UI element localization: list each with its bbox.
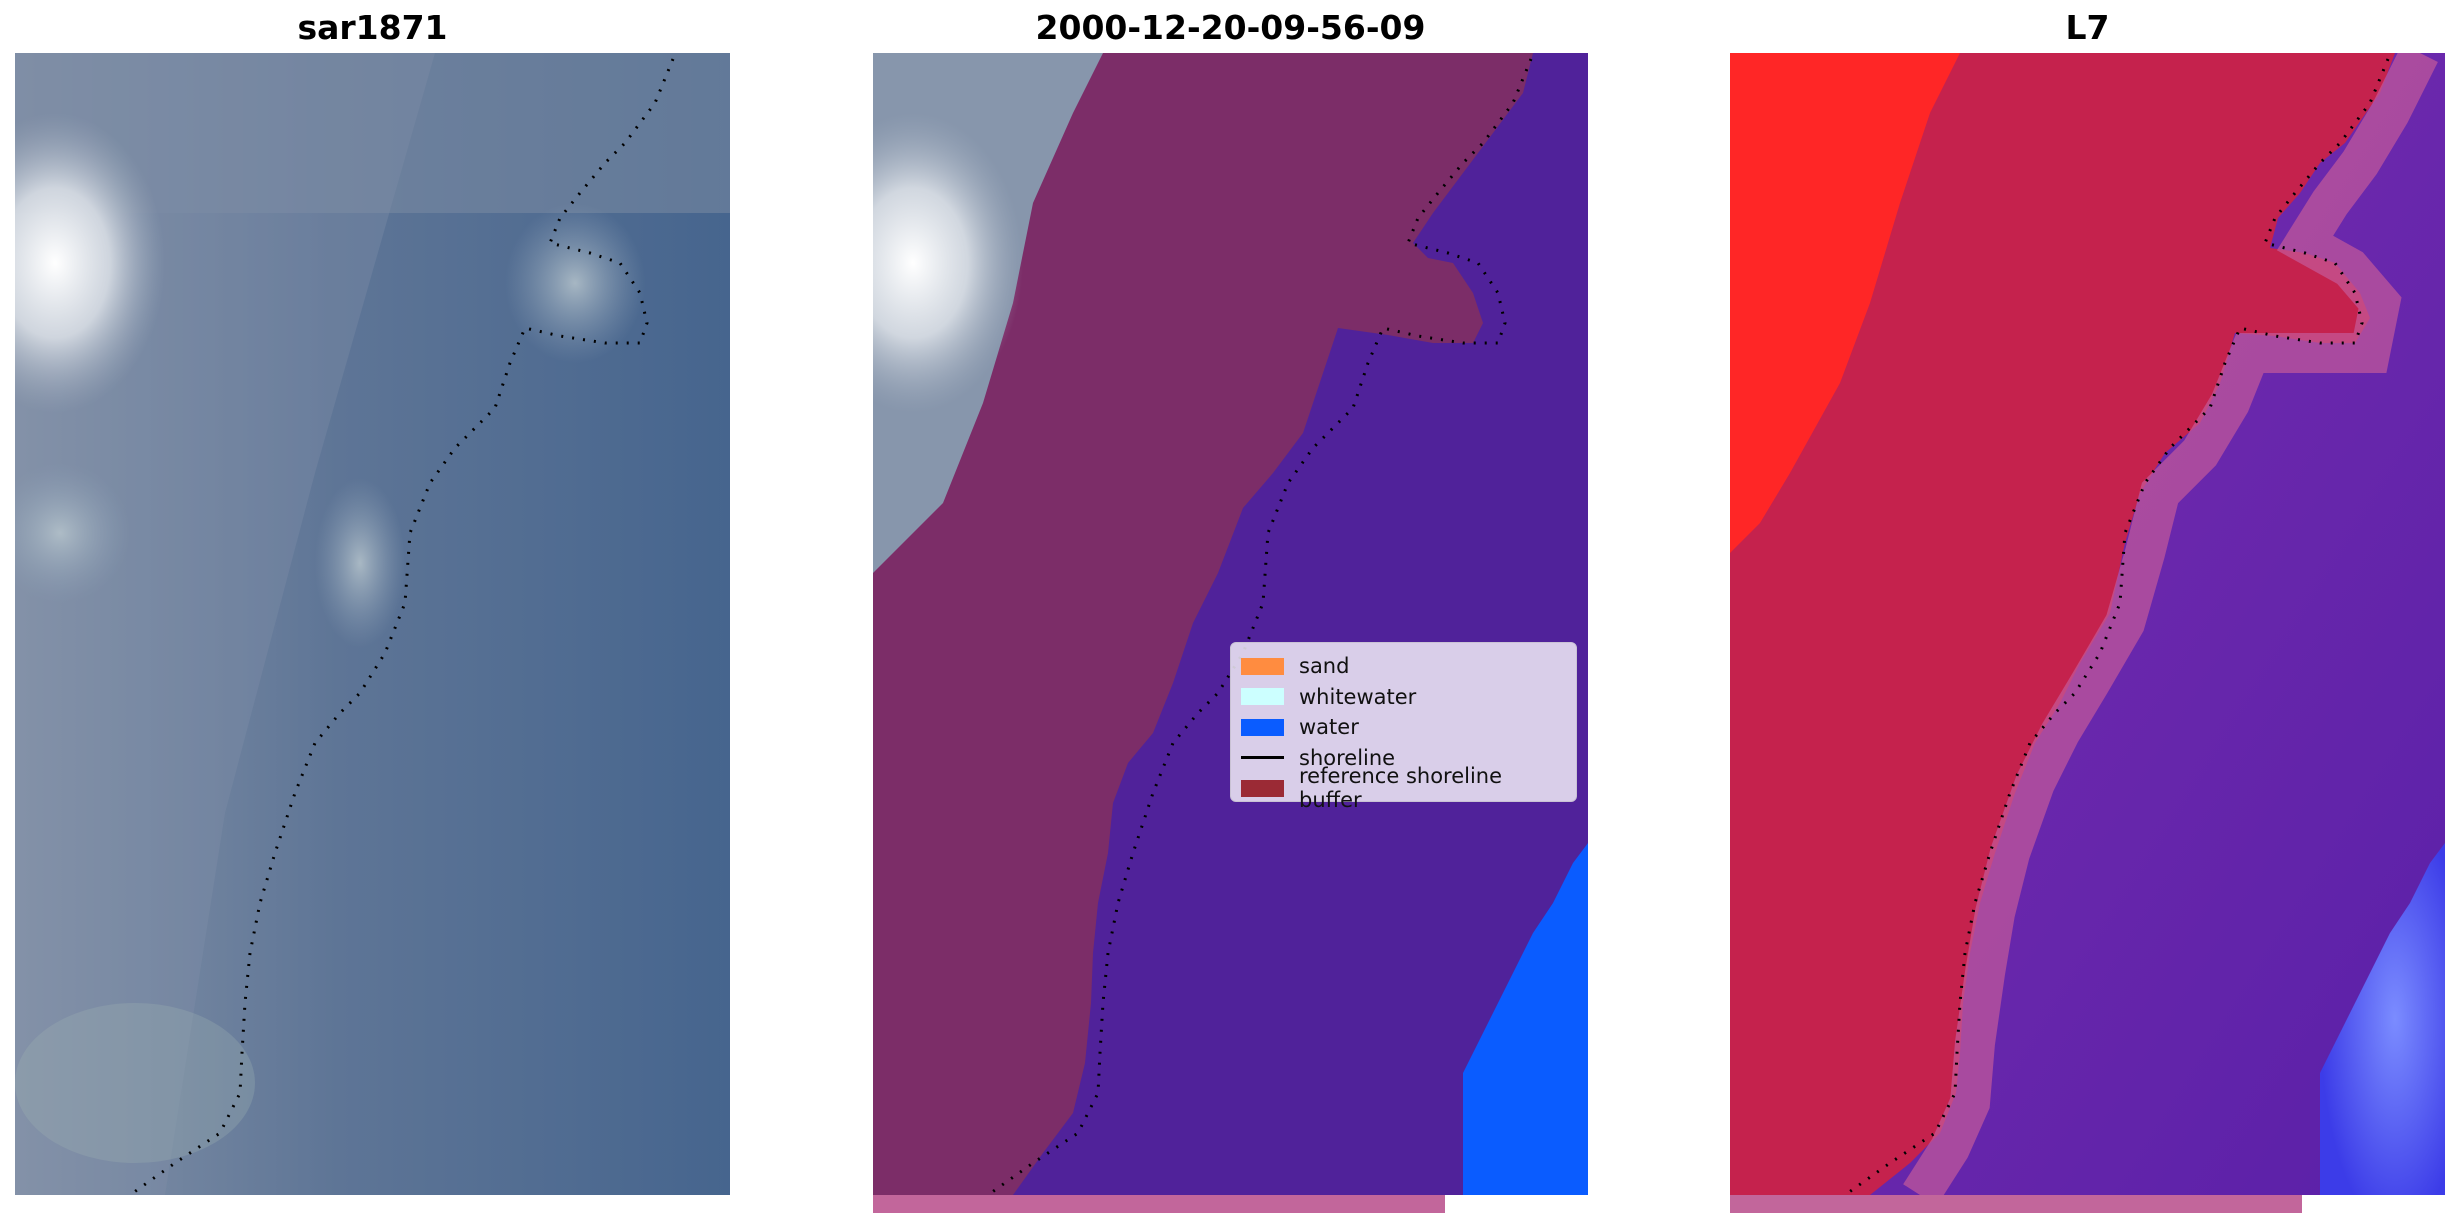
whitewater-swatch bbox=[1241, 688, 1284, 706]
legend-label: shoreline bbox=[1299, 745, 1396, 770]
shoreline-line-icon bbox=[1241, 756, 1284, 760]
classified-image bbox=[873, 53, 1588, 1195]
panel-false-color: L7 bbox=[1730, 0, 2445, 1229]
legend-label: reference shoreline buffer bbox=[1299, 764, 1503, 813]
panel-classified: 2000-12-20-09-56-09 bbox=[873, 0, 1588, 1229]
legend-label: sand bbox=[1299, 654, 1350, 679]
reference-buffer-strip bbox=[873, 1195, 1445, 1213]
reference-buffer-swatch bbox=[1241, 779, 1284, 797]
bright-region bbox=[1730, 53, 1960, 553]
false-color-image bbox=[1730, 53, 2445, 1195]
panel-title: sar1871 bbox=[297, 8, 448, 47]
water-region bbox=[1463, 843, 1588, 1195]
legend-item-whitewater: whitewater bbox=[1241, 682, 1566, 713]
panel-title: 2000-12-20-09-56-09 bbox=[1035, 8, 1426, 47]
legend-item-shoreline: shoreline bbox=[1241, 743, 1566, 774]
legend: sand whitewater water shoreline referenc… bbox=[1230, 642, 1577, 812]
blue-region bbox=[2320, 843, 2445, 1195]
panel-rgb: sar1871 bbox=[15, 0, 730, 1229]
land-region bbox=[873, 53, 1533, 1195]
legend-item-sand: sand bbox=[1241, 651, 1566, 682]
panel-title: L7 bbox=[2065, 8, 2110, 47]
legend-item-water: water bbox=[1241, 712, 1566, 743]
legend-label: water bbox=[1299, 715, 1359, 740]
water-swatch bbox=[1241, 718, 1284, 736]
land-region bbox=[1730, 53, 2395, 1195]
legend-label: whitewater bbox=[1299, 684, 1417, 709]
legend-item-reference-buffer: reference shoreline buffer bbox=[1241, 764, 1566, 812]
reference-buffer-strip bbox=[1730, 1195, 2302, 1213]
rgb-image bbox=[15, 53, 730, 1195]
sand-swatch bbox=[1241, 657, 1284, 675]
